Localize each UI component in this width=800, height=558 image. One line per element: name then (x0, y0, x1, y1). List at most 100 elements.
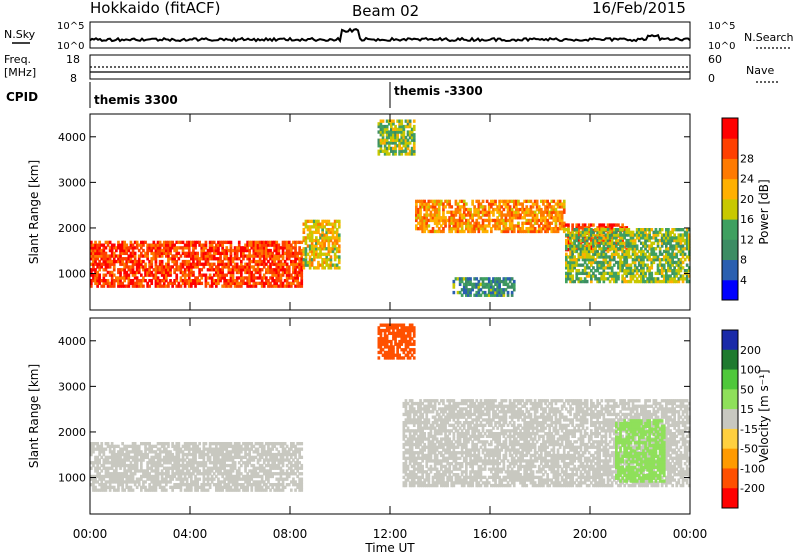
heatmap-cell (200, 282, 203, 285)
heatmap-cell (428, 224, 431, 227)
heatmap-cell (567, 228, 570, 231)
freq-right-tick-top: 60 (708, 53, 722, 66)
y-tick-label: 3000 (58, 176, 86, 189)
heatmap-cell (165, 489, 168, 492)
noise-left-tick-top: 10^5 (57, 21, 84, 32)
heatmap-cell (536, 200, 539, 203)
heatmap-cell (469, 277, 472, 280)
freq-label-1: Freq. (4, 53, 31, 66)
heatmap-cell (134, 252, 137, 255)
heatmap-cell (571, 223, 574, 226)
noise-panel: N.Sky 10^5 10^0 10^5 10^0 N.Search (4, 21, 794, 52)
heatmap-cell (178, 442, 181, 445)
noise-right-tick-bottom: 10^0 (708, 41, 735, 52)
heatmap-cell (300, 464, 303, 467)
cpid-panel: CPID themis 3300 themis -3300 (6, 82, 483, 108)
heatmap-cell (465, 202, 468, 205)
heatmap-cell (196, 252, 199, 255)
noise-right-label: N.Search (744, 31, 794, 44)
heatmap-cell (392, 120, 395, 123)
heatmap-cell (142, 285, 145, 288)
heatmap-cell (205, 442, 208, 445)
heatmap-cell (338, 244, 341, 247)
cpid-segment-1: themis 3300 (94, 93, 178, 107)
freq-label-2: [MHz] (4, 66, 36, 79)
freq-left-tick-top: 18 (66, 53, 80, 66)
heatmap-cell (650, 272, 653, 275)
heatmap-cell (586, 280, 589, 283)
heatmap-cell (567, 223, 570, 226)
heatmap-cell (413, 133, 416, 136)
heatmap-cell (486, 230, 489, 233)
heatmap-cell (330, 255, 333, 258)
heatmap-cell (300, 456, 303, 459)
heatmap-cell (300, 472, 303, 475)
y-tick-label: 4000 (58, 131, 86, 144)
nave-label: Nave (746, 64, 774, 77)
date-label: 16/Feb/2015 (592, 0, 686, 17)
beam-label: Beam 02 (352, 2, 419, 20)
y-tick-label: 2000 (58, 222, 86, 235)
heatmap-cell (636, 244, 639, 247)
heatmap-cell (382, 120, 385, 123)
heatmap-cell (192, 271, 195, 274)
heatmap-cell (471, 200, 474, 203)
heatmap-cell (661, 228, 664, 231)
heatmap-cell (205, 241, 208, 244)
heatmap-cell (563, 200, 566, 203)
noise-left-label: N.Sky (4, 28, 36, 41)
heatmap-cell (513, 280, 516, 283)
heatmap-cell (144, 263, 147, 266)
heatmap-cell (167, 442, 170, 445)
power-panel: 1000 2000 3000 4000 Slant Range [km] (27, 114, 691, 310)
heatmap-cell (482, 200, 485, 203)
heatmap-cell (300, 442, 303, 445)
cpid-label: CPID (6, 90, 38, 104)
freq-right-tick-bottom: 0 (708, 72, 715, 85)
heatmap-cell (484, 205, 487, 208)
heatmap-cell (507, 291, 510, 294)
heatmap-cell (338, 220, 341, 223)
noise-right-tick-top: 10^5 (708, 21, 735, 32)
heatmap-cell (234, 461, 237, 464)
heatmap-cell (198, 442, 201, 445)
heatmap-cell (469, 208, 472, 211)
heatmap-cell (132, 489, 135, 492)
heatmap-cell (448, 200, 451, 203)
freq-panel: Freq. [MHz] 18 8 60 0 Nave (4, 53, 780, 85)
heatmap-cell (409, 120, 412, 123)
heatmap-cell (230, 241, 233, 244)
power-y-axis-label: Slant Range [km] (27, 160, 41, 264)
heatmap-cell (413, 120, 416, 123)
freq-left-tick-bottom: 8 (70, 72, 77, 85)
heatmap-cell (338, 255, 341, 258)
station-title: Hokkaido (fitACF) (90, 0, 221, 17)
heatmap-cell (571, 274, 574, 277)
noise-left-tick-bottom: 10^0 (57, 41, 84, 52)
heatmap-cell (338, 233, 341, 236)
heatmap-cell (300, 448, 303, 451)
heatmap-cell (175, 274, 178, 277)
heatmap-cell (238, 241, 241, 244)
heatmap-cell (450, 205, 453, 208)
heatmap-cell (198, 478, 201, 481)
heatmap-cell (400, 120, 403, 123)
heatmap-cell (98, 274, 101, 277)
y-tick-label: 1000 (58, 268, 86, 281)
heatmap-cell (413, 125, 416, 128)
heatmap-cell (161, 260, 164, 263)
cpid-segment-2: themis -3300 (394, 84, 483, 98)
heatmap-cell (494, 200, 497, 203)
heatmap-cell (517, 222, 520, 225)
heatmap-cell (575, 228, 578, 231)
heatmap-cell (290, 489, 293, 492)
heatmap-cell (453, 291, 456, 294)
heatmap-cell (100, 442, 103, 445)
heatmap-cell (565, 239, 568, 242)
heatmap-cell (300, 478, 303, 481)
heatmap-cell (592, 223, 595, 226)
heatmap-cell (338, 266, 341, 269)
